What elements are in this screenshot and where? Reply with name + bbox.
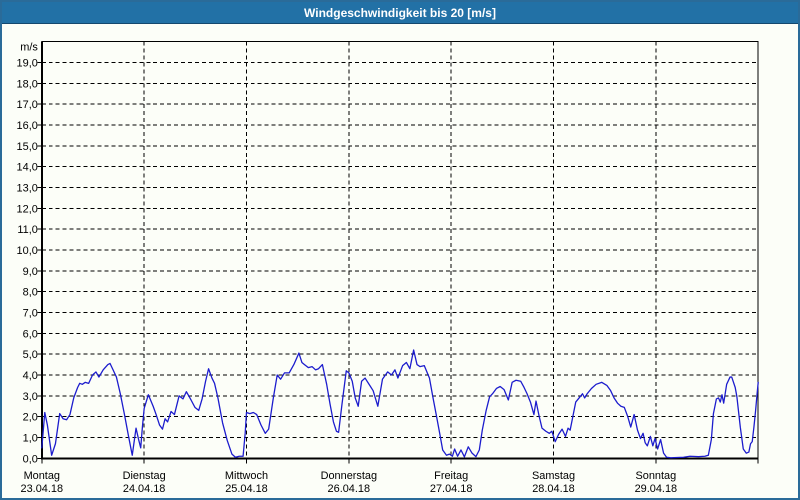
y-axis-label: 11,0 (17, 224, 37, 236)
x-axis-date-label: 26.04.18 (328, 483, 371, 495)
y-axis-label: 12,0 (17, 203, 38, 215)
x-axis-date-label: 24.04.18 (123, 483, 166, 495)
x-axis-date-label: 28.04.18 (532, 483, 575, 495)
y-axis-label: 17,0 (17, 99, 38, 111)
y-axis-label: 10,0 (17, 245, 38, 257)
y-axis-label: 18,0 (17, 78, 38, 90)
wind-speed-line (41, 349, 759, 459)
y-axis-label: 4,0 (23, 370, 38, 382)
y-axis-label: 1,0 (23, 432, 38, 444)
x-axis-date-label: 23.04.18 (21, 483, 64, 495)
x-axis-date-label: 25.04.18 (225, 483, 268, 495)
window-titlebar: Windgeschwindigkeit bis 20 [m/s] (2, 2, 798, 24)
x-axis-date-label: 27.04.18 (430, 483, 473, 495)
y-axis-label: 9,0 (23, 266, 38, 278)
x-axis-date-label: 29.04.18 (635, 483, 678, 495)
y-axis-label: 8,0 (23, 287, 38, 299)
y-axis-label: 15,0 (17, 141, 38, 153)
x-axis-day-label: Dienstag (123, 470, 166, 482)
x-axis-day-label: Samstag (532, 470, 575, 482)
x-axis-day-label: Donnerstag (321, 470, 377, 482)
y-axis-label: 2,0 (23, 412, 38, 424)
y-axis-label: 14,0 (17, 162, 38, 174)
y-axis-label: 13,0 (17, 182, 38, 194)
x-axis-day-label: Mittwoch (225, 470, 268, 482)
y-axis-label: 7,0 (23, 307, 38, 319)
x-axis-day-label: Montag (24, 470, 60, 482)
x-axis-day-label: Freitag (434, 470, 468, 482)
y-axis-label: 3,0 (23, 391, 38, 403)
y-axis-label: 16,0 (17, 120, 38, 132)
x-axis-day-label: Sonntag (636, 470, 677, 482)
y-axis-label: 0,0 (23, 453, 38, 465)
y-axis-unit-label: m/s (20, 42, 38, 54)
y-axis-label: 5,0 (23, 349, 38, 361)
window-title: Windgeschwindigkeit bis 20 [m/s] (304, 5, 496, 20)
y-axis-label: 19,0 (17, 57, 38, 69)
y-axis-label: 6,0 (23, 328, 38, 340)
